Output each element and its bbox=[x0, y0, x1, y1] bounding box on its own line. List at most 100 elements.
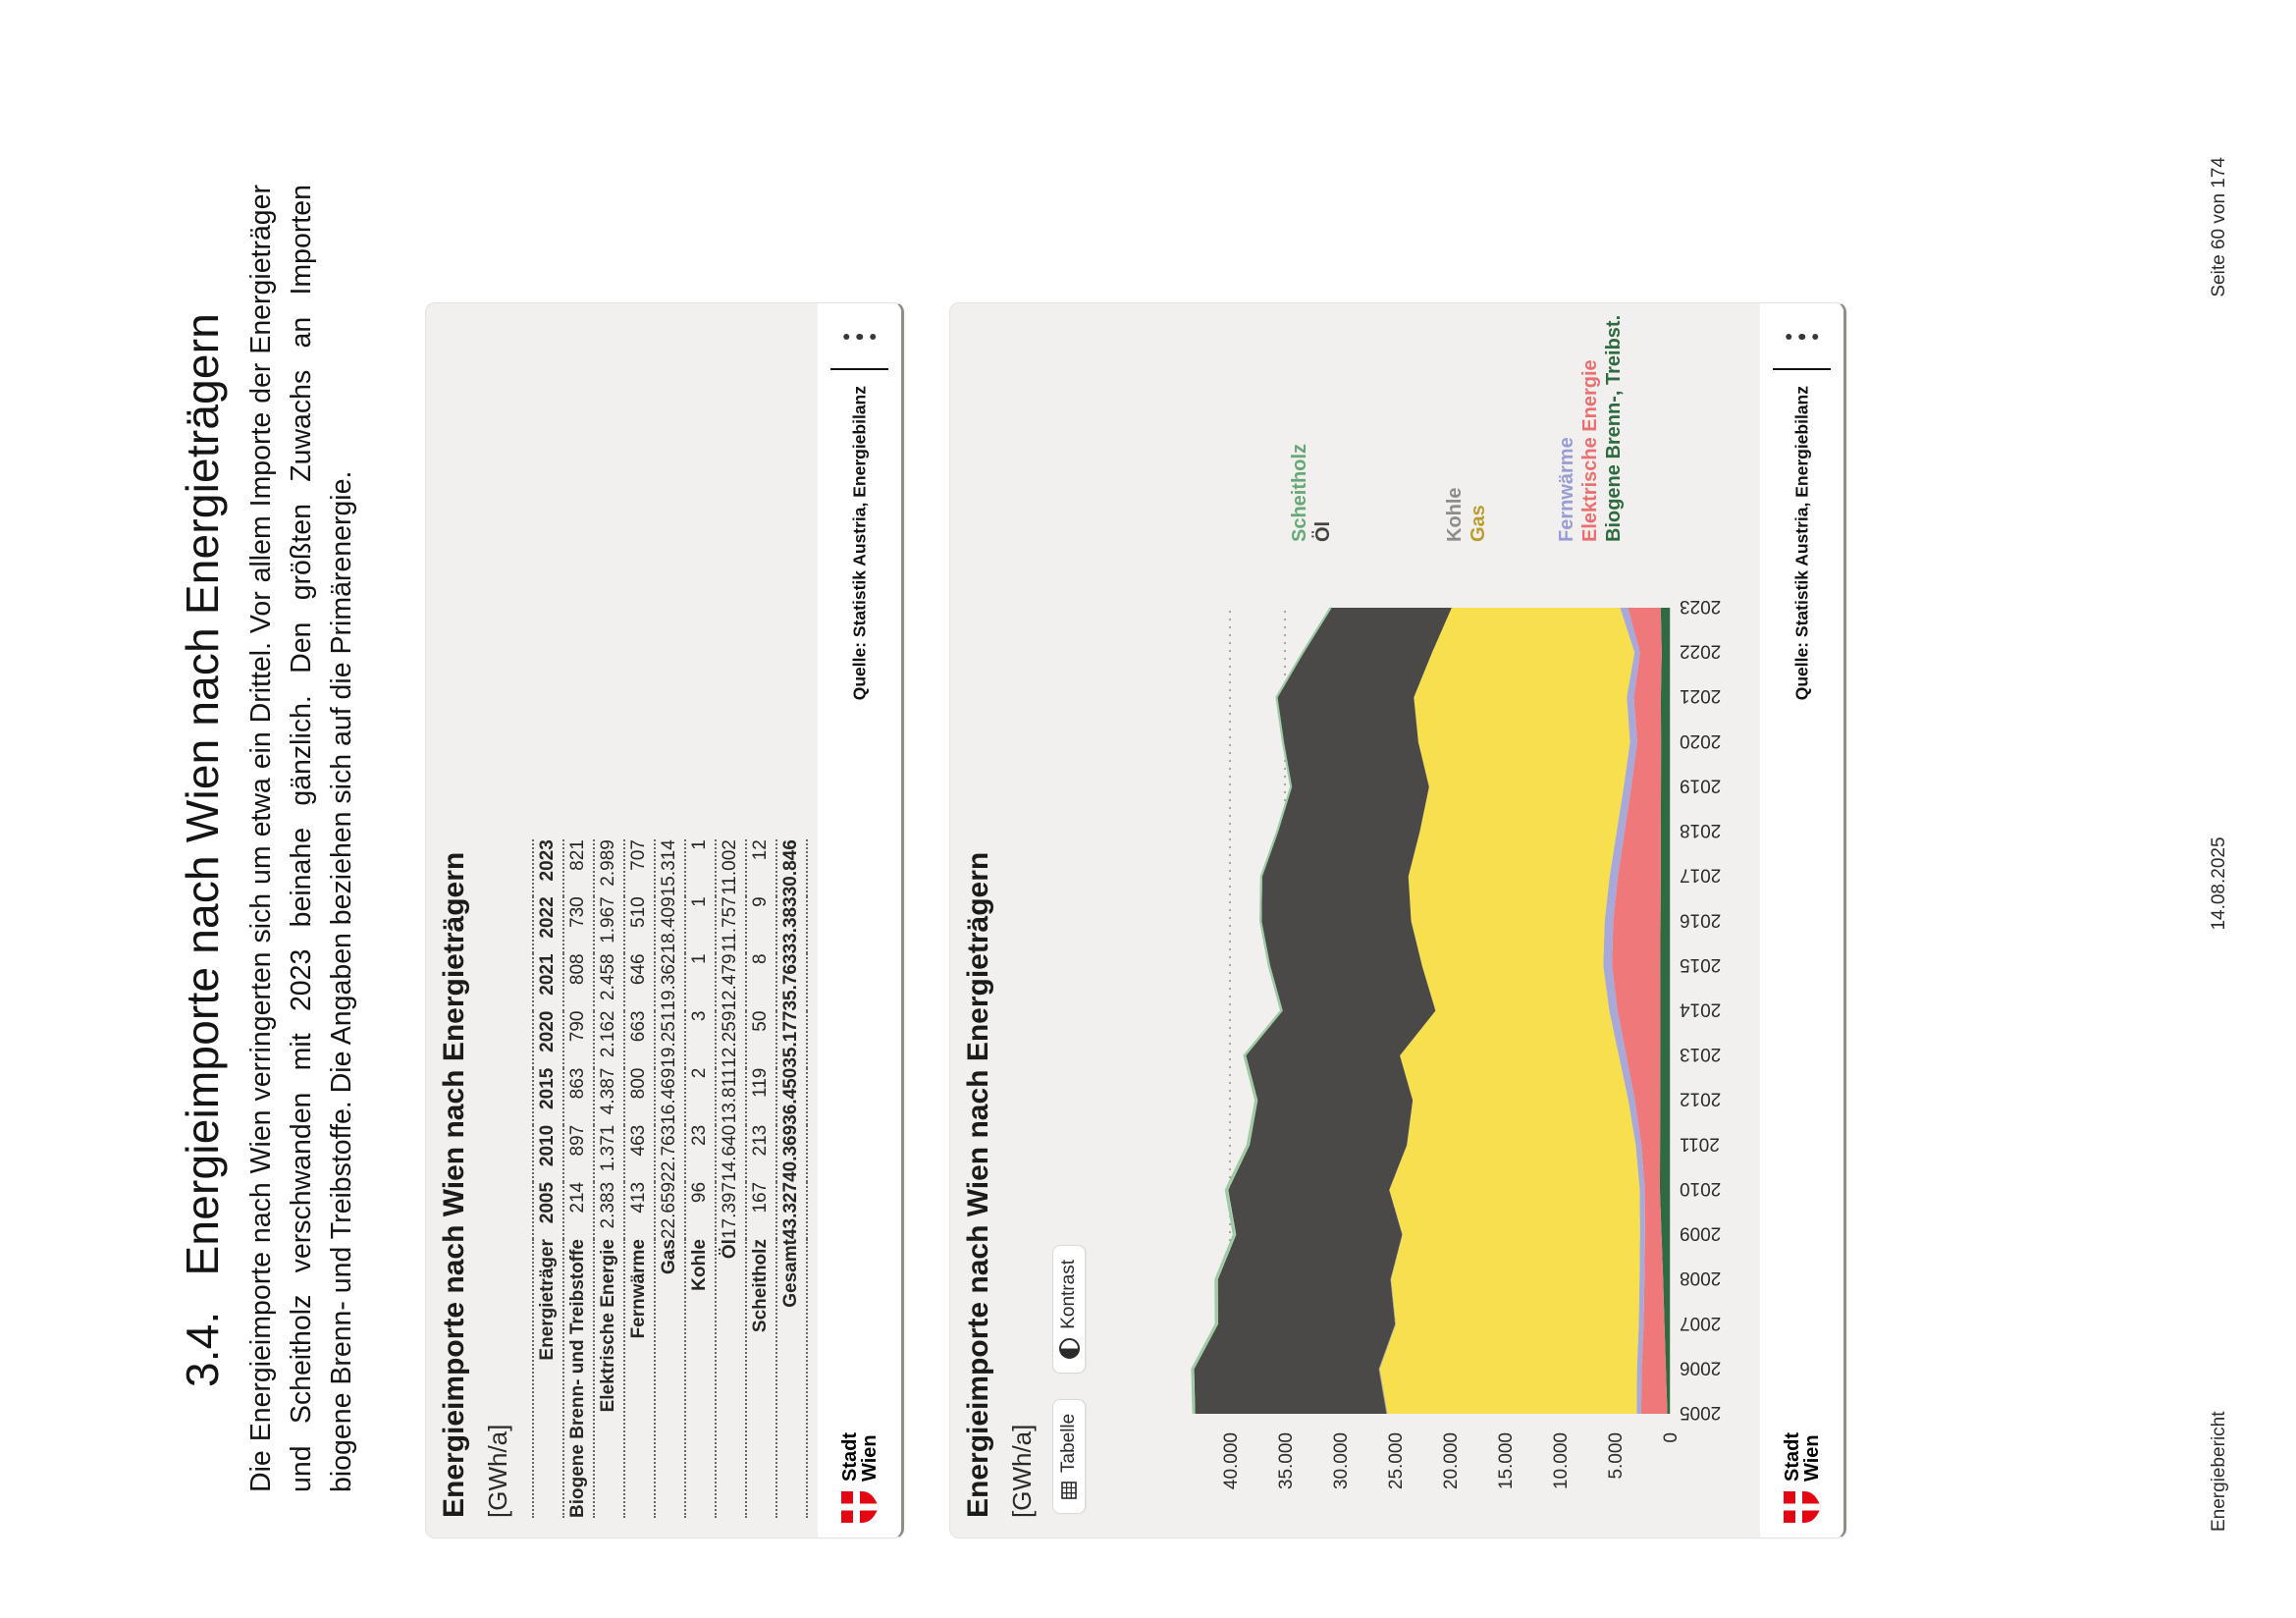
cell-value: 30.846 bbox=[780, 839, 801, 897]
y-tick-label: 20.000 bbox=[1441, 1432, 1462, 1489]
tabelle-button[interactable]: Tabelle bbox=[1052, 1398, 1086, 1514]
y-tick-label: 40.000 bbox=[1221, 1432, 1242, 1489]
energy-table: Energieträger 2005 2010 2015 2020 2021 2022 202… bbox=[532, 839, 808, 1518]
row-label: Elektrische Energie bbox=[598, 1239, 618, 1413]
x-tick-label: 2006 bbox=[1680, 1357, 1721, 1377]
cell-value: 897 bbox=[567, 1124, 588, 1157]
table-row: Öl 17.397 14.640 13.811 12.259 12.479 11.757 11… bbox=[716, 839, 746, 1518]
cell-value: 36.450 bbox=[780, 1067, 801, 1125]
chart-card: 0 5.000 10.000 15.000 20.000 25.000 30.000 35.0… bbox=[949, 302, 1846, 1538]
card-title: Energieimporte nach Wien nach Energieträ… bbox=[962, 851, 994, 1518]
cell-value: 19.362 bbox=[659, 953, 679, 1011]
footer-report-name: Energiebericht bbox=[2209, 1411, 2229, 1532]
cell-value: 2.989 bbox=[598, 839, 618, 887]
column-header-year: 2023 bbox=[537, 839, 558, 882]
area-Öl bbox=[1194, 608, 1452, 1414]
intro-paragraph: Die Energieimporte nach Wien verringerte… bbox=[241, 185, 362, 1492]
wien-shield-icon bbox=[1783, 1491, 1821, 1523]
area-Gas bbox=[1379, 608, 1640, 1414]
x-tick-label: 2005 bbox=[1680, 1402, 1721, 1423]
cell-value: 1.371 bbox=[598, 1124, 618, 1172]
cell-value: 35.763 bbox=[780, 953, 801, 1011]
cell-value: 167 bbox=[750, 1181, 771, 1214]
row-label: Fernwärme bbox=[628, 1239, 649, 1339]
cell-value: 50 bbox=[750, 1010, 771, 1032]
wien-shield-icon bbox=[840, 1491, 879, 1523]
cell-value: 707 bbox=[628, 839, 649, 871]
energy-table-wrap: Energieträger 2005 2010 2015 2020 2021 2022 202… bbox=[532, 839, 808, 1518]
cell-value: 790 bbox=[567, 1010, 588, 1043]
x-tick-label: 2008 bbox=[1680, 1267, 1721, 1288]
area-Fernwärme bbox=[1603, 608, 1645, 1414]
card-subtitle: [GWh/a] bbox=[1007, 1424, 1037, 1518]
cell-value: 23 bbox=[689, 1124, 710, 1146]
table-row: Gas 22.659 22.763 16.469 19.251 19.362 18.409 1… bbox=[655, 839, 685, 1518]
cell-value: 2.383 bbox=[598, 1181, 618, 1229]
cell-value: 213 bbox=[750, 1124, 771, 1157]
cell-value: 821 bbox=[567, 839, 588, 871]
x-tick-label: 2016 bbox=[1680, 909, 1721, 930]
table-grid-icon bbox=[1061, 1482, 1077, 1499]
heading-text: Energieimporte nach Wien nach Energieträ… bbox=[176, 313, 228, 1276]
table-row: Elektrische Energie 2.383 1.371 4.387 2.162 2… bbox=[594, 839, 624, 1518]
cell-value: 510 bbox=[628, 896, 649, 928]
paragraph-line: und Scheitholz verschwanden mit 2023 bei… bbox=[286, 185, 317, 1492]
kebab-menu-icon[interactable] bbox=[839, 330, 881, 345]
cell-value: 12 bbox=[750, 839, 771, 861]
cell-value: 8 bbox=[750, 953, 771, 964]
x-tick-label: 2007 bbox=[1680, 1313, 1721, 1333]
row-label: Öl bbox=[720, 1239, 740, 1260]
cell-value: 12.259 bbox=[720, 1010, 740, 1068]
x-tick-label: 2021 bbox=[1680, 685, 1721, 706]
cell-value: 413 bbox=[628, 1181, 649, 1214]
cell-value: 33.383 bbox=[780, 896, 801, 954]
cell-value: 12.479 bbox=[720, 953, 740, 1011]
cell-value: 1 bbox=[689, 896, 710, 907]
cell-value: 800 bbox=[628, 1067, 649, 1100]
x-tick-label: 2022 bbox=[1680, 641, 1721, 662]
cell-value: 1 bbox=[689, 839, 710, 850]
x-tick-label: 2009 bbox=[1680, 1223, 1721, 1244]
row-label: Scheitholz bbox=[750, 1239, 771, 1333]
cell-value: 11.757 bbox=[720, 896, 740, 952]
legend-label: Kohle bbox=[1444, 487, 1466, 542]
column-header-year: 2020 bbox=[537, 1010, 558, 1052]
table-card: Energieimporte nach Wien nach Energieträ… bbox=[425, 302, 904, 1538]
cell-value: 808 bbox=[567, 953, 588, 986]
column-header-year: 2005 bbox=[537, 1181, 558, 1224]
footer-date: 14.08.2025 bbox=[2209, 836, 2229, 931]
row-label: Kohle bbox=[689, 1239, 710, 1291]
cell-value: 14.640 bbox=[720, 1124, 740, 1182]
card-title: Energieimporte nach Wien nach Energieträ… bbox=[438, 851, 470, 1518]
x-tick-label: 2011 bbox=[1680, 1133, 1720, 1154]
kontrast-button[interactable]: Kontrast bbox=[1052, 1245, 1086, 1374]
cell-value: 1.967 bbox=[598, 896, 618, 944]
legend-label: Gas bbox=[1468, 505, 1489, 542]
card-subtitle: [GWh/a] bbox=[483, 1424, 512, 1518]
cell-value: 17.397 bbox=[720, 1181, 740, 1240]
table-row: Kohle 96 23 2 3 1 1 1 bbox=[685, 839, 716, 1518]
area-Biogene Brenn-, Treibst. bbox=[1659, 608, 1670, 1414]
cell-value: 16.469 bbox=[659, 1067, 679, 1125]
column-header-year: 2010 bbox=[537, 1124, 558, 1167]
x-tick-label: 2010 bbox=[1680, 1178, 1721, 1199]
stack-top-edge bbox=[1191, 607, 1332, 1415]
chart-toolbar: Tabelle Kontrast bbox=[1052, 1245, 1086, 1514]
kebab-menu-icon[interactable] bbox=[1782, 330, 1823, 345]
cell-value: 11.002 bbox=[720, 839, 740, 895]
cell-value: 730 bbox=[567, 896, 588, 928]
cell-value: 119 bbox=[750, 1067, 771, 1098]
cell-value: 43.327 bbox=[780, 1181, 801, 1240]
cell-value: 863 bbox=[567, 1067, 588, 1100]
column-header-year: 2022 bbox=[537, 896, 558, 939]
x-tick-label: 2015 bbox=[1680, 954, 1721, 975]
cell-value: 646 bbox=[628, 953, 649, 986]
column-header-year: 2015 bbox=[537, 1067, 558, 1109]
cell-value: 663 bbox=[628, 1010, 649, 1043]
cell-value: 35.177 bbox=[780, 1010, 801, 1068]
card-footer: Stadt Wien Quelle: Statistik Austria, En… bbox=[1760, 303, 1843, 1537]
cell-value: 18.409 bbox=[659, 896, 679, 954]
cell-value: 3 bbox=[689, 1010, 710, 1022]
paragraph-line: Die Energieimporte nach Wien verringerte… bbox=[245, 185, 277, 1492]
